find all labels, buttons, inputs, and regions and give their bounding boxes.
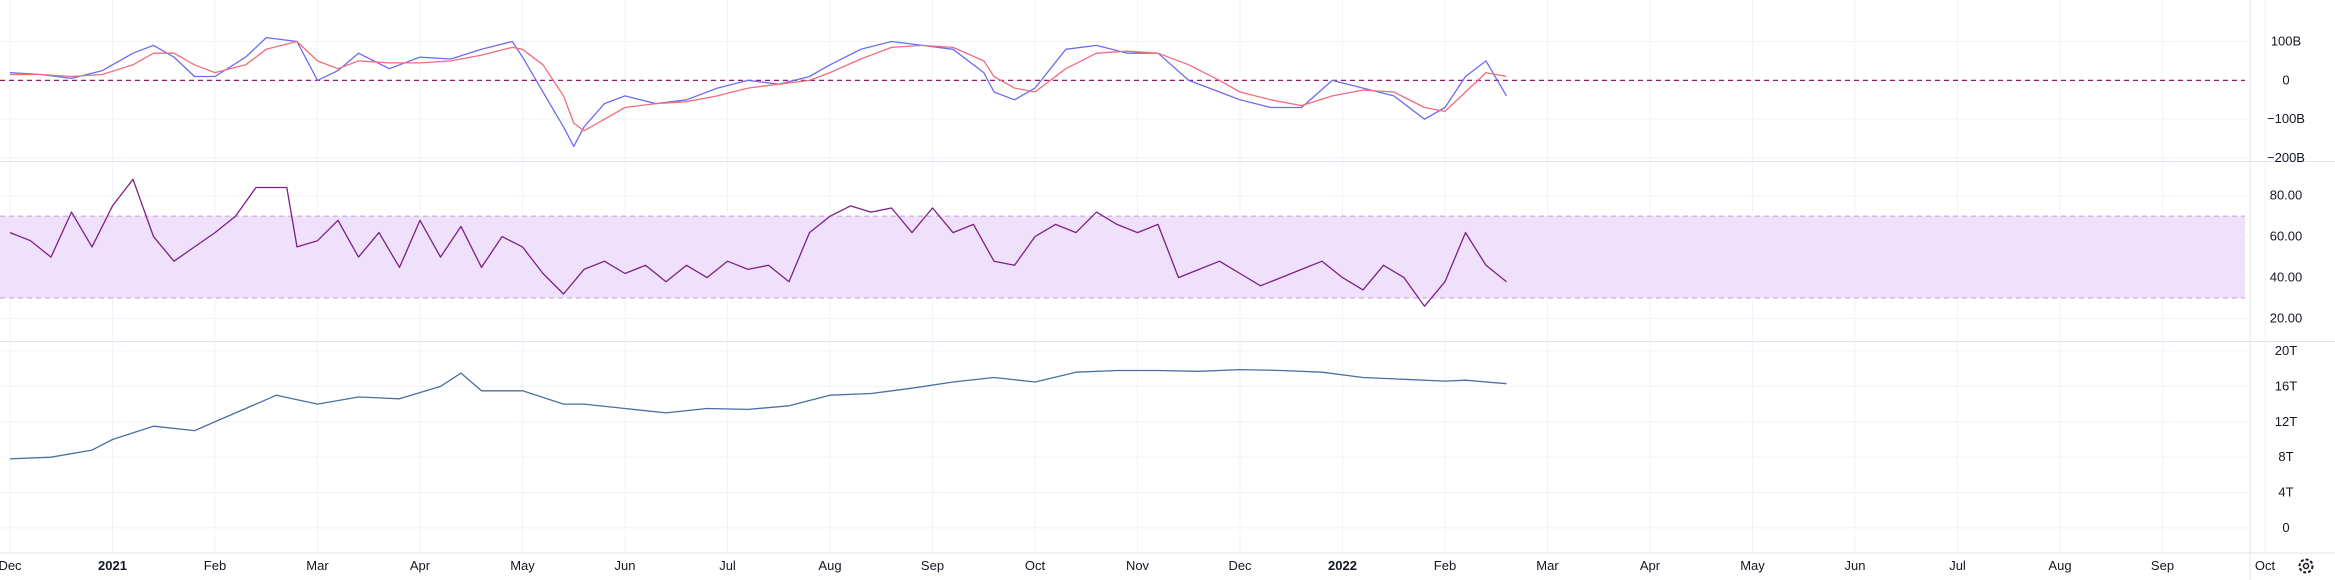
gear-icon[interactable] bbox=[2298, 558, 2314, 574]
supply-pane[interactable] bbox=[9, 368, 1507, 460]
supply-line[interactable] bbox=[9, 368, 1507, 460]
y-axis[interactable]: 100B 0 −100B −200B 80.00 60.00 40.00 20.00 20T 16… bbox=[2267, 34, 2305, 535]
rsi-line[interactable] bbox=[9, 178, 1507, 307]
x-tick-label[interactable]: Feb bbox=[204, 558, 226, 573]
y-tick-label[interactable]: 4T bbox=[2278, 485, 2293, 500]
x-axis[interactable]: Dec 2021 Feb Mar Apr May Jun Jul Aug Sep Oct Nov Dec… bbox=[0, 558, 2275, 573]
x-tick-label[interactable]: Mar bbox=[1536, 558, 1559, 573]
x-tick-label[interactable]: Apr bbox=[1640, 558, 1661, 573]
settings-button[interactable] bbox=[2298, 558, 2314, 574]
x-tick-label[interactable]: Dec bbox=[0, 558, 22, 573]
x-tick-label[interactable]: May bbox=[1740, 558, 1765, 573]
x-tick-label[interactable]: Aug bbox=[2048, 558, 2071, 573]
x-tick-label[interactable]: Jun bbox=[615, 558, 636, 573]
x-tick-label[interactable]: Nov bbox=[1126, 558, 1150, 573]
y-tick-label[interactable]: 20.00 bbox=[2270, 311, 2303, 326]
rsi-band bbox=[0, 216, 2245, 299]
y-tick-label[interactable]: −100B bbox=[2267, 111, 2305, 126]
x-tick-label[interactable]: Jun bbox=[1845, 558, 1866, 573]
x-tick-label[interactable]: Jul bbox=[1949, 558, 1966, 573]
macd-line[interactable] bbox=[9, 36, 1508, 148]
y-tick-label[interactable]: 0 bbox=[2282, 72, 2289, 87]
x-tick-label[interactable]: Oct bbox=[1025, 558, 1046, 573]
y-tick-label[interactable]: 100B bbox=[2271, 34, 2301, 49]
rsi-pane[interactable] bbox=[0, 178, 2245, 307]
x-tick-label[interactable]: Jul bbox=[719, 558, 736, 573]
y-tick-label[interactable]: 8T bbox=[2278, 449, 2293, 464]
x-tick-label[interactable]: Sep bbox=[2151, 558, 2174, 573]
y-tick-label[interactable]: 60.00 bbox=[2270, 229, 2303, 244]
x-tick-label[interactable]: 2022 bbox=[1328, 558, 1357, 573]
x-tick-label[interactable]: Aug bbox=[818, 558, 841, 573]
x-tick-label[interactable]: Apr bbox=[410, 558, 431, 573]
y-tick-label[interactable]: 80.00 bbox=[2270, 188, 2303, 203]
y-tick-label[interactable]: 20T bbox=[2275, 343, 2297, 358]
y-tick-label[interactable]: 0 bbox=[2282, 520, 2289, 535]
signal-line[interactable] bbox=[10, 40, 1507, 132]
y-tick-label[interactable]: 16T bbox=[2275, 378, 2297, 393]
x-tick-label[interactable]: May bbox=[510, 558, 535, 573]
y-tick-label[interactable]: −200B bbox=[2267, 150, 2305, 165]
y-tick-label[interactable]: 40.00 bbox=[2270, 270, 2303, 285]
macd-pane[interactable] bbox=[0, 36, 2245, 148]
x-tick-label[interactable]: Oct bbox=[2255, 558, 2276, 573]
y-tick-label[interactable]: 12T bbox=[2275, 414, 2297, 429]
x-tick-label[interactable]: Mar bbox=[306, 558, 329, 573]
x-tick-label[interactable]: 2021 bbox=[98, 558, 127, 573]
x-tick-label[interactable]: Sep bbox=[921, 558, 944, 573]
x-tick-label[interactable]: Dec bbox=[1228, 558, 1252, 573]
x-tick-label[interactable]: Feb bbox=[1434, 558, 1456, 573]
